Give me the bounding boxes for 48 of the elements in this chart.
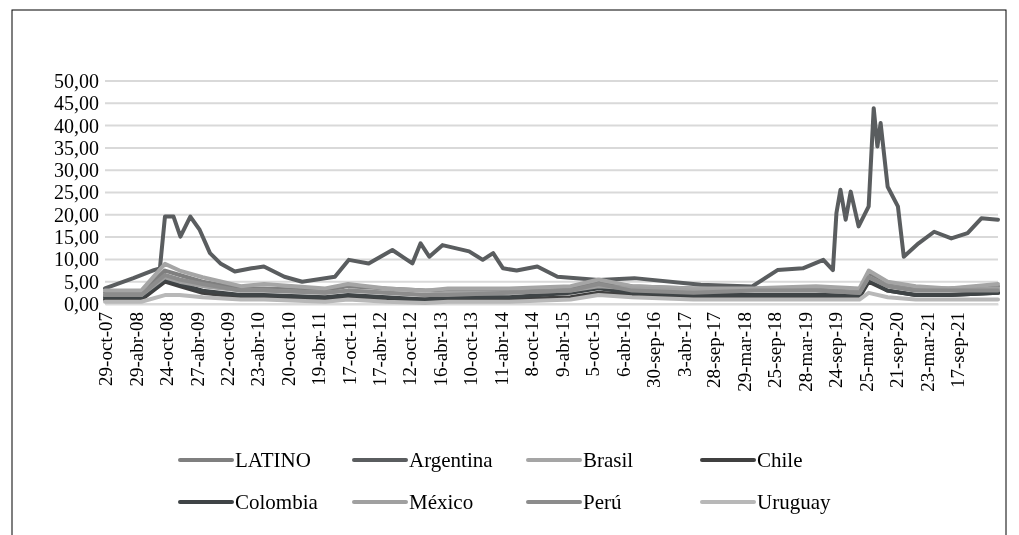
legend-label: Uruguay	[757, 490, 831, 515]
y-tick-label: 35,00	[54, 136, 99, 159]
y-tick-label: 45,00	[54, 92, 99, 115]
y-tick-label: 5,00	[64, 270, 99, 293]
x-tick-label: 17-oct-11	[338, 312, 360, 386]
x-tick-label: 25-mar-20	[856, 312, 878, 392]
legend-label: LATINO	[235, 448, 311, 473]
x-tick-label: 25-sep-18	[764, 312, 786, 388]
x-tick-label: 17-abr-12	[369, 312, 391, 387]
y-tick-label: 20,00	[54, 203, 99, 226]
x-tick-label: 22-oct-09	[216, 312, 238, 386]
x-tick-label: 28-sep-17	[703, 312, 725, 388]
legend-label: Brasil	[583, 448, 634, 473]
x-tick-label: 29-oct-07	[95, 312, 117, 386]
x-tick-label: 11-abr-14	[490, 311, 512, 386]
x-tick-label: 8-oct-14	[521, 311, 543, 377]
legend-label: Colombia	[235, 490, 319, 515]
y-tick-label: 15,00	[54, 226, 99, 248]
legend-label: Perú	[583, 490, 622, 515]
x-tick-label: 23-mar-21	[917, 312, 939, 392]
x-tick-label: 3-abr-17	[673, 312, 695, 378]
y-tick-label: 10,00	[54, 248, 99, 271]
x-tick-label: 6-abr-16	[612, 312, 634, 378]
x-tick-label: 24-oct-08	[155, 312, 177, 386]
x-tick-label: 12-oct-12	[399, 312, 421, 386]
x-tick-label: 19-abr-11	[308, 312, 330, 386]
x-tick-label: 20-oct-10	[277, 312, 299, 386]
x-tick-label: 30-sep-16	[642, 312, 664, 388]
x-tick-label: 23-abr-10	[247, 312, 269, 387]
x-tick-label: 9-abr-15	[551, 312, 573, 378]
x-tick-label: 10-oct-13	[460, 312, 482, 386]
y-tick-label: 0,00	[64, 292, 99, 315]
x-tick-label: 17-sep-21	[947, 312, 968, 388]
legend-label: México	[409, 490, 474, 515]
x-tick-label: 24-sep-19	[825, 312, 847, 388]
x-tick-label: 29-mar-18	[734, 312, 756, 392]
y-tick-label: 25,00	[54, 181, 99, 204]
x-tick-label: 27-abr-09	[186, 312, 208, 387]
x-tick-label: 29-abr-08	[125, 312, 147, 387]
y-tick-label: 50,00	[54, 69, 99, 92]
x-tick-label: 21-sep-20	[886, 312, 908, 388]
x-tick-label: 5-oct-15	[581, 312, 603, 377]
y-tick-label: 40,00	[54, 114, 99, 137]
x-tick-label: 16-abr-13	[430, 312, 452, 387]
legend-label: Argentina	[409, 448, 494, 473]
y-tick-label: 30,00	[54, 159, 99, 182]
x-tick-label: 28-mar-19	[795, 312, 817, 392]
legend-label: Chile	[757, 448, 803, 473]
